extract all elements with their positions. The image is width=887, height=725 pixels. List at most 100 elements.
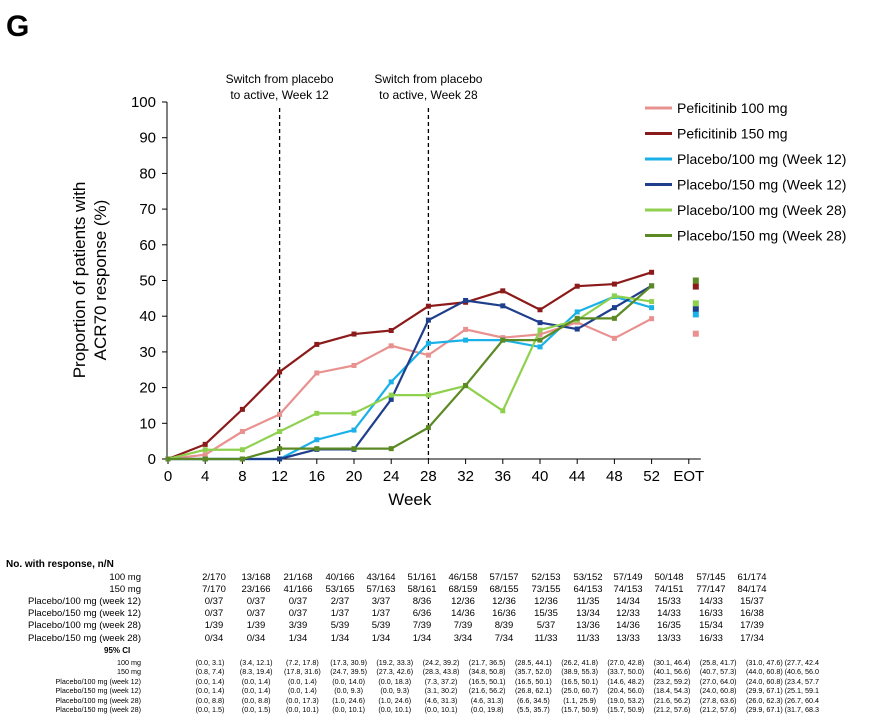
ci-cell: (0.0, 8.8) bbox=[241, 695, 271, 705]
data-point bbox=[500, 303, 506, 309]
ci-cell: (27.0, 42.8) bbox=[607, 658, 645, 667]
switch-annotation-text: Switch from placebo bbox=[226, 72, 334, 86]
response-cell: 73/155 bbox=[531, 584, 561, 596]
series-line-1 bbox=[167, 271, 652, 461]
ci-cell: (19.0, 53.2) bbox=[607, 695, 645, 705]
y-tick-label: 60 bbox=[139, 237, 156, 254]
response-cell: 16/38 bbox=[740, 608, 764, 620]
x-tick-label: 44 bbox=[569, 468, 586, 485]
data-point bbox=[239, 406, 245, 412]
x-tick-label: 52 bbox=[643, 468, 660, 485]
ci-cell: (5.5, 35.7) bbox=[517, 705, 550, 714]
data-point bbox=[277, 369, 283, 375]
y-tick-label: 40 bbox=[139, 308, 156, 325]
ci-cell: (24.2, 39.2) bbox=[422, 658, 460, 667]
series-line-0 bbox=[167, 317, 653, 461]
response-cell: 84/174 bbox=[737, 584, 767, 596]
data-point bbox=[537, 320, 543, 326]
ci-cell: (34.8, 50.8) bbox=[468, 667, 506, 677]
data-point bbox=[649, 269, 655, 275]
response-cell: 12/36 bbox=[534, 596, 558, 608]
response-cell: 23/166 bbox=[241, 584, 271, 596]
response-cell: 15/33 bbox=[657, 596, 681, 608]
data-point bbox=[165, 456, 171, 462]
response-cell: 17/39 bbox=[740, 620, 764, 632]
response-cell: 74/153 bbox=[613, 584, 643, 596]
ci-cell: (24.7, 39.5) bbox=[330, 667, 367, 677]
data-point bbox=[425, 317, 431, 323]
series-line-3 bbox=[168, 284, 653, 461]
response-cell: 13/168 bbox=[241, 572, 271, 583]
ci-cell: (15.7, 50.9) bbox=[561, 705, 598, 714]
data-point bbox=[277, 446, 283, 452]
x-tick-label: EOT bbox=[673, 468, 704, 485]
response-cell: 1/37 bbox=[330, 608, 350, 620]
ci-cell: (7.2, 17.8) bbox=[286, 658, 319, 667]
response-cell: 3/34 bbox=[453, 632, 473, 644]
legend-label: Peficitinib 150 mg bbox=[677, 126, 788, 142]
ci-cell: (0.8, 7.4) bbox=[195, 667, 225, 677]
ci-cell: (0.0, 1.4) bbox=[241, 676, 271, 686]
response-cell: 57/149 bbox=[613, 572, 643, 583]
data-point bbox=[202, 456, 208, 462]
ci-cell: (0.0, 18.3) bbox=[378, 676, 412, 686]
response-cell: 64/153 bbox=[573, 584, 603, 596]
data-point bbox=[463, 337, 469, 343]
response-cell: 6/36 bbox=[412, 608, 432, 620]
ci-cell: (17.8, 31.6) bbox=[284, 667, 321, 677]
response-row-label: 150 mg bbox=[109, 584, 141, 596]
ci-cell: (0.0, 9.3) bbox=[380, 686, 410, 696]
data-point bbox=[537, 344, 543, 350]
x-tick-label: 24 bbox=[383, 468, 400, 485]
data-point bbox=[351, 362, 357, 368]
response-cell: 57/145 bbox=[696, 572, 726, 583]
data-point bbox=[202, 452, 208, 458]
response-cell: 15/35 bbox=[534, 608, 558, 620]
response-cell: 14/34 bbox=[616, 596, 640, 608]
data-point bbox=[537, 337, 543, 343]
ci-cell: (30.1, 46.4) bbox=[653, 658, 691, 667]
ci-cell: (38.9, 55.3) bbox=[561, 667, 598, 677]
ci-row-label: Placebo/100 mg (week 28) bbox=[55, 695, 142, 705]
ci-cell: (0.0, 10.1) bbox=[378, 705, 412, 714]
data-point bbox=[649, 316, 655, 322]
ci-cell: (14.6, 48.2) bbox=[607, 676, 645, 686]
data-point bbox=[463, 297, 469, 303]
ci-cell: (40.7, 57.3) bbox=[699, 667, 737, 677]
x-tick-label: 12 bbox=[271, 468, 288, 485]
data-point bbox=[611, 305, 617, 311]
data-point bbox=[239, 429, 245, 435]
response-cell: 0/37 bbox=[204, 596, 224, 608]
data-point bbox=[463, 382, 469, 388]
y-tick-label: 50 bbox=[139, 273, 156, 290]
response-cell: 1/34 bbox=[288, 632, 308, 644]
ci-cell: (16.5, 50.1) bbox=[515, 676, 552, 686]
data-point bbox=[277, 429, 283, 435]
response-cell: 7/39 bbox=[412, 620, 432, 632]
data-point bbox=[574, 315, 580, 321]
response-cell: 51/161 bbox=[407, 572, 437, 583]
data-point bbox=[611, 315, 617, 321]
response-cell: 14/36 bbox=[451, 608, 475, 620]
response-cell: 1/34 bbox=[412, 632, 432, 644]
data-point bbox=[425, 352, 431, 358]
ci-cell: (23.2, 59.2) bbox=[653, 676, 691, 686]
data-point bbox=[314, 341, 320, 347]
ci-cell: (19.2, 33.3) bbox=[376, 658, 414, 667]
y-tick-label: 20 bbox=[139, 380, 156, 397]
ci-cell: (0.0, 3.1) bbox=[195, 658, 225, 667]
data-point bbox=[500, 408, 506, 414]
response-cell: 0/34 bbox=[246, 632, 266, 644]
response-cell: 16/36 bbox=[492, 608, 516, 620]
ci-cell: (21.6, 56.2) bbox=[653, 695, 691, 705]
data-point bbox=[425, 303, 431, 309]
ci-cell: (0.0, 1.4) bbox=[288, 686, 317, 696]
ci-cell: (0.0, 1.5) bbox=[195, 705, 225, 714]
response-cell: 1/39 bbox=[246, 620, 266, 632]
ci-cell: (1.1, 25.9) bbox=[563, 695, 596, 705]
response-cell: 8/39 bbox=[494, 620, 514, 632]
y-tick-label: 100 bbox=[131, 94, 156, 111]
ci-cell: (0.0, 14.0) bbox=[332, 676, 365, 686]
data-point bbox=[351, 331, 357, 337]
x-tick-label: 32 bbox=[457, 468, 474, 485]
